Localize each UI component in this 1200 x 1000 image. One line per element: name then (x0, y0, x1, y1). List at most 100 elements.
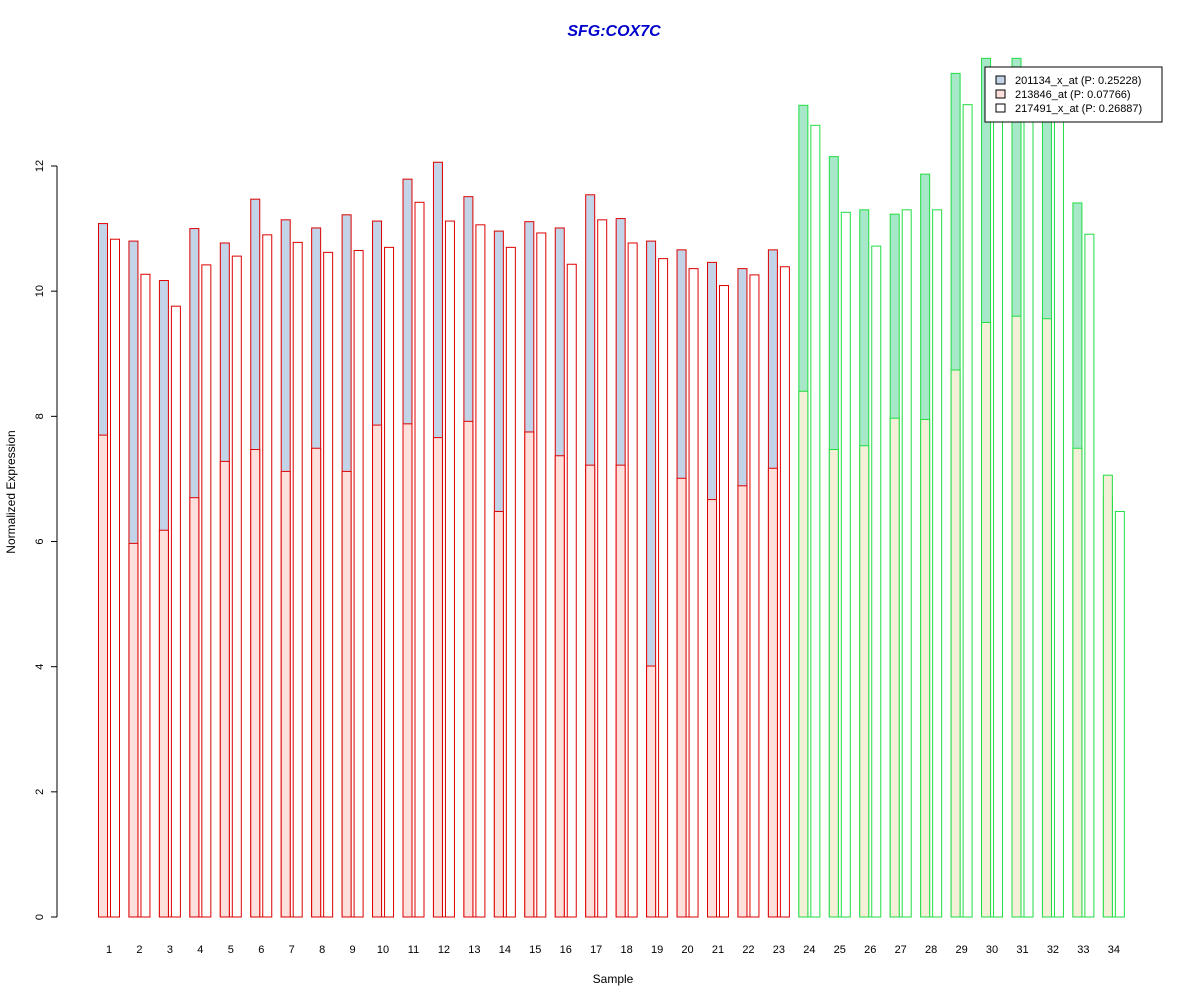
bar-series-2-sample-7 (280, 470, 291, 918)
bar-series-3-sample-31 (1023, 99, 1034, 918)
x-axis-label: Sample (593, 972, 634, 986)
x-tick-label: 28 (925, 944, 937, 956)
x-tick-label: 2 (136, 944, 142, 956)
legend-entry: 213846_at (P: 0.07766) (1015, 89, 1131, 101)
bar-series-2-sample-24 (798, 390, 809, 918)
bar-series-2-sample-28 (920, 418, 931, 918)
x-tick-label: 5 (228, 944, 234, 956)
chart-title: SFG:COX7C (567, 23, 661, 40)
bar-series-3-sample-19 (658, 258, 669, 918)
x-tick-label: 17 (590, 944, 602, 956)
bar-series-2-sample-14 (493, 510, 504, 918)
bar-overlay-group (98, 315, 1113, 918)
x-tick-label: 19 (651, 944, 663, 956)
bar-series-3-sample-22 (749, 274, 760, 918)
bar-series-2-sample-31 (1011, 315, 1022, 918)
bar-series-2-sample-4 (189, 497, 200, 918)
bar-series-3-sample-13 (475, 224, 486, 918)
bar-series-2-sample-25 (828, 449, 839, 918)
y-tick-label: 8 (34, 413, 46, 419)
bar-series-2-sample-12 (432, 437, 443, 918)
bar-series-3-sample-23 (779, 266, 790, 918)
bar-series-3-sample-25 (840, 211, 851, 918)
y-tick-label: 2 (34, 789, 46, 795)
bar-series-3-sample-16 (566, 263, 577, 918)
bar-series-2-sample-18 (615, 464, 626, 918)
bar-series-2-sample-33 (1072, 447, 1083, 918)
bar-series-2-sample-1 (98, 434, 108, 918)
bar-series-3-sample-1 (110, 238, 120, 918)
x-tick-label: 14 (499, 944, 511, 956)
bar-series-3-sample-28 (932, 209, 943, 918)
y-axis: 0 2 4 6 8 10 12 (34, 160, 58, 920)
bar-series-3-sample-27 (901, 209, 912, 918)
x-tick-label: 32 (1047, 944, 1059, 956)
legend-swatch (995, 89, 1006, 99)
x-tick-label: 13 (468, 944, 480, 956)
bar-series-3-sample-17 (597, 219, 608, 918)
x-tick-label: 18 (621, 944, 633, 956)
x-tick-label: 31 (1016, 944, 1028, 956)
bar-series-3-sample-3 (170, 305, 181, 918)
bar-series-2-sample-10 (372, 424, 383, 918)
x-tick-label: 26 (864, 944, 876, 956)
x-tick-label: 9 (350, 944, 356, 956)
bar-series-2-sample-15 (524, 431, 535, 918)
bar-series-2-sample-6 (250, 449, 261, 918)
x-tick-label: 6 (258, 944, 264, 956)
bar-series-2-sample-11 (402, 423, 413, 918)
bar-series-2-sample-3 (158, 529, 169, 918)
bar-series-2-sample-5 (219, 460, 230, 918)
bar-series-3-sample-2 (140, 273, 151, 918)
bar-series-3-sample-21 (719, 285, 729, 918)
y-tick-label: 0 (34, 914, 46, 920)
bar-series-2-sample-34 (1102, 474, 1113, 918)
x-tick-label: 7 (289, 944, 295, 956)
x-tick-label: 8 (319, 944, 325, 956)
bar-series-2-sample-19 (646, 665, 657, 918)
bar-series-3-sample-32 (1053, 105, 1064, 918)
bar-series-3-sample-20 (688, 268, 699, 918)
bar-series-2-sample-17 (585, 464, 596, 918)
bar-series-2-sample-20 (676, 477, 687, 918)
legend-entry: 201134_x_at (P: 0.25228) (1015, 75, 1141, 87)
bar-series-3-sample-5 (231, 255, 242, 918)
y-axis-label: Normalized Expression (4, 430, 18, 553)
bar-series-3-sample-29 (962, 104, 973, 918)
legend-entry: 217491_x_at (P: 0.26887) (1015, 103, 1142, 115)
y-tick-label: 12 (34, 160, 46, 172)
bar-series-3-sample-9 (353, 249, 364, 918)
legend: 201134_x_at (P: 0.25228) 213846_at (P: 0.… (984, 66, 1163, 123)
bar-series-3-sample-7 (292, 241, 303, 918)
bar-series-3-sample-15 (536, 232, 547, 918)
x-tick-label: 10 (377, 944, 389, 956)
legend-swatch (995, 103, 1006, 113)
bar-series-2-sample-32 (1041, 318, 1052, 918)
bar-series-3-sample-8 (323, 251, 334, 918)
y-tick-label: 10 (34, 285, 46, 297)
x-tick-label: 25 (834, 944, 846, 956)
x-tick-label: 27 (895, 944, 907, 956)
x-tick-label: 30 (986, 944, 998, 956)
bar-series-3-sample-12 (444, 220, 455, 918)
x-tick-label: 4 (197, 944, 203, 956)
bar-series-3-sample-18 (627, 242, 638, 918)
x-tick-label: 22 (742, 944, 754, 956)
bar-series-3-sample-10 (384, 246, 395, 918)
y-tick-label: 4 (34, 664, 46, 670)
bar-series-3-sample-14 (505, 246, 516, 918)
bar-series-2-sample-13 (463, 420, 474, 918)
x-tick-label: 23 (773, 944, 785, 956)
x-tick-label: 33 (1077, 944, 1089, 956)
x-tick-label: 24 (803, 944, 815, 956)
x-tick-label: 11 (408, 944, 419, 956)
legend-swatch (995, 75, 1006, 85)
x-tick-label: 29 (955, 944, 967, 956)
bar-series-2-sample-22 (737, 485, 748, 918)
bar-series-2-sample-29 (950, 369, 961, 918)
bar-series-2-sample-2 (128, 542, 139, 918)
x-tick-label: 21 (712, 944, 724, 956)
bar-series-3-sample-24 (810, 124, 821, 918)
bar-series-2-sample-21 (707, 499, 717, 918)
